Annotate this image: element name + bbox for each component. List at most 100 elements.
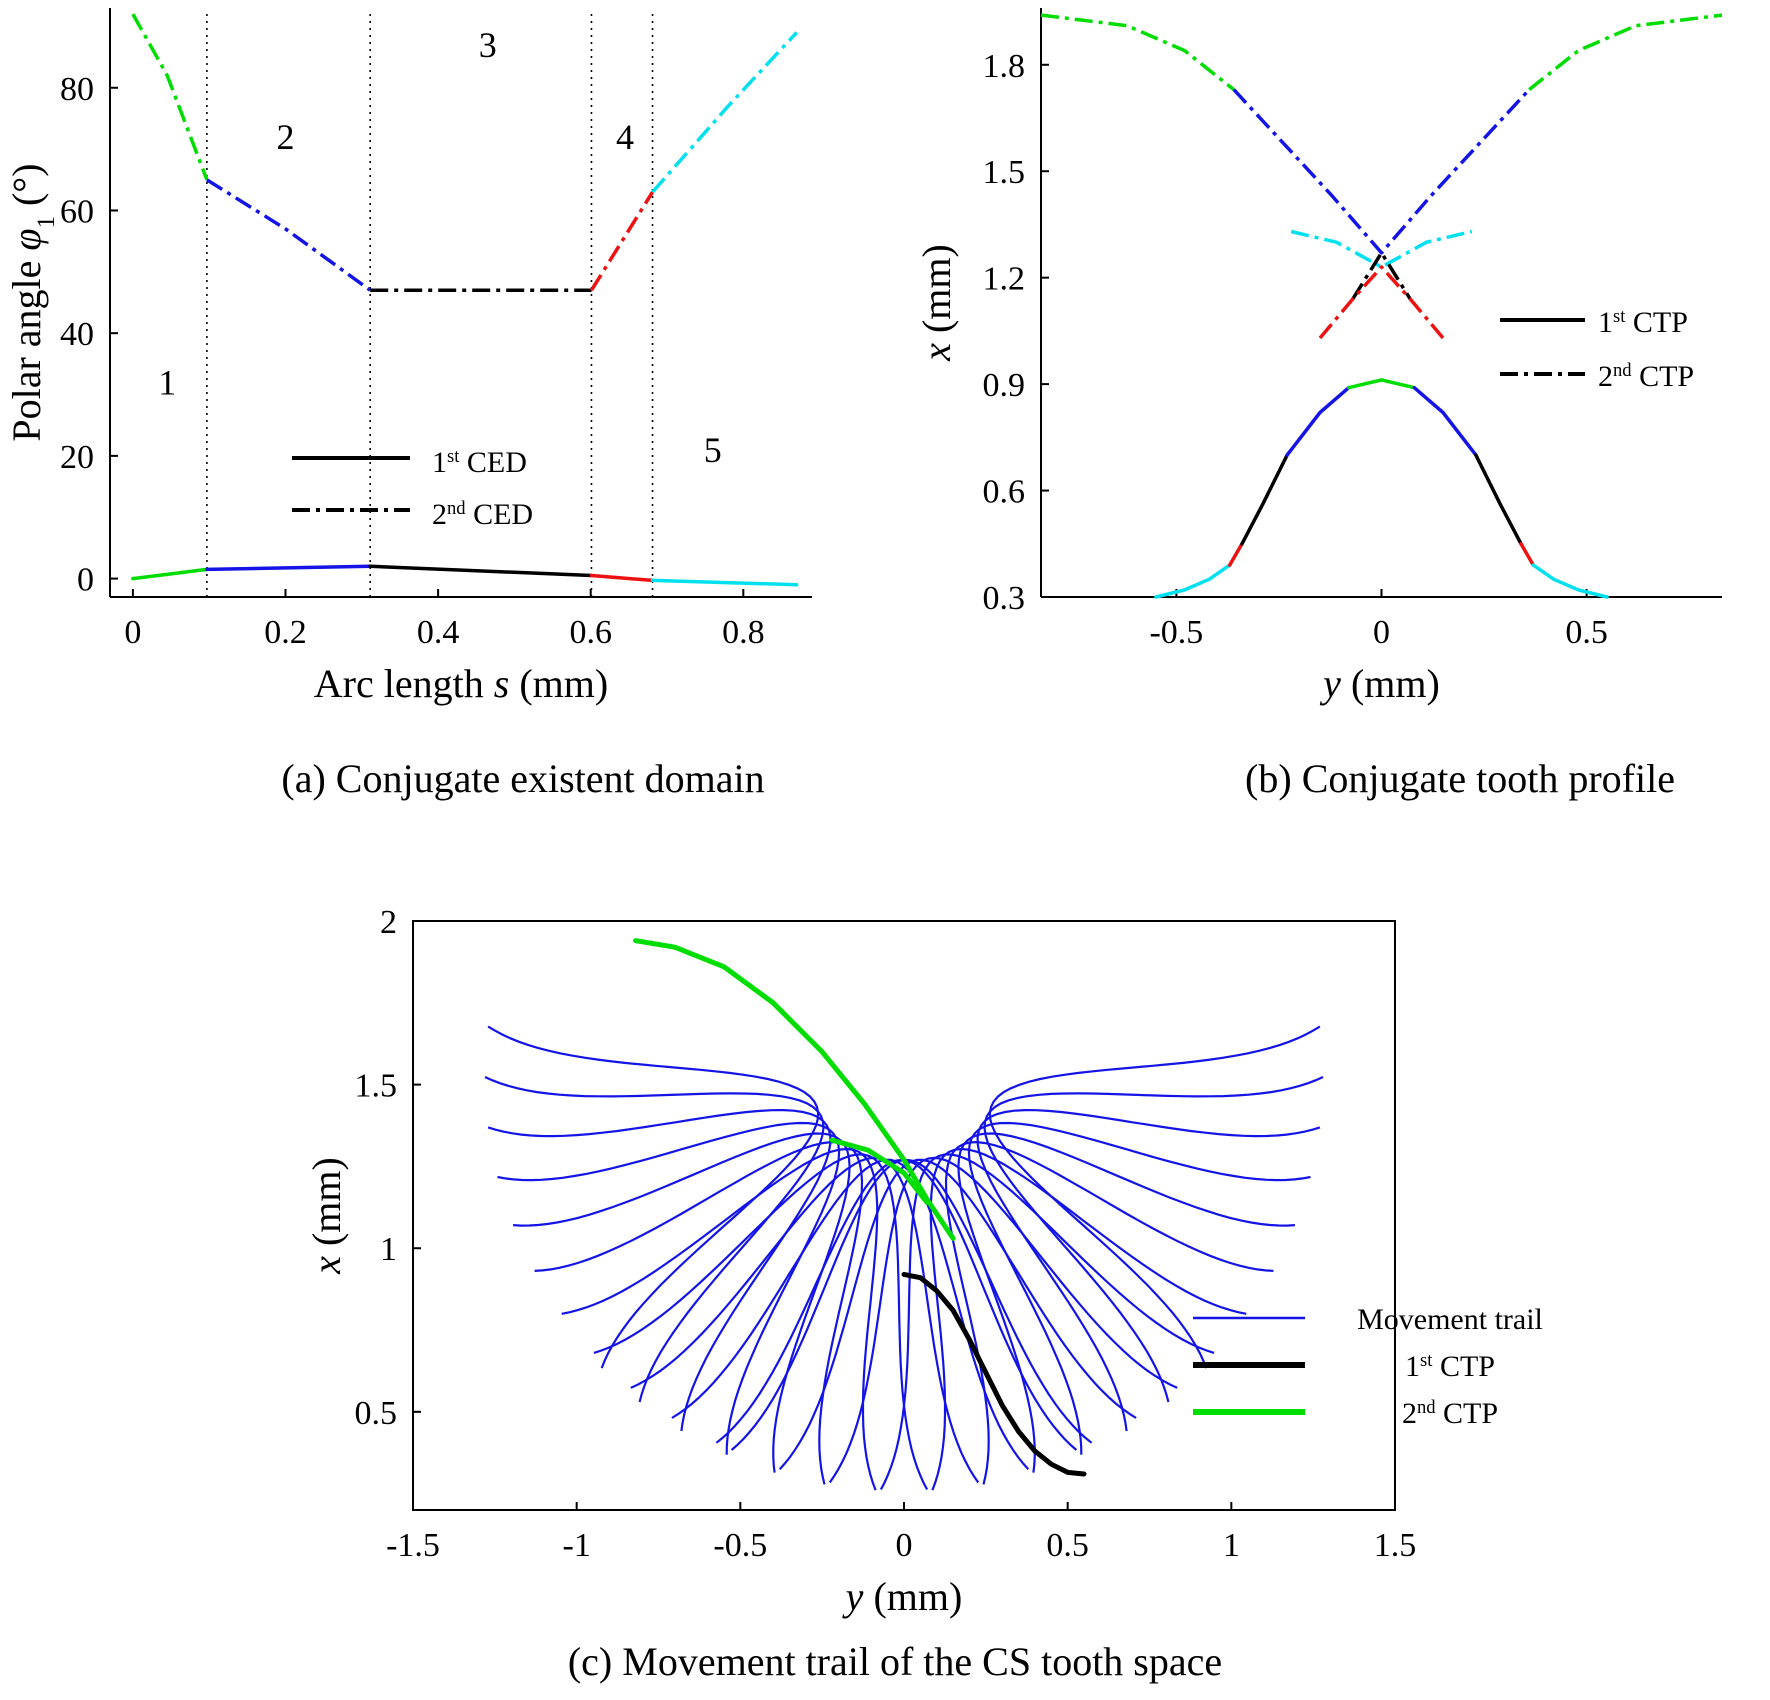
x-tick-label: 0 (124, 614, 141, 651)
y-axis-label: x (mm) (304, 1157, 349, 1275)
x-tick-label: -0.5 (1149, 614, 1203, 651)
series-line (205, 178, 372, 292)
series-line (1528, 13, 1723, 91)
series-line (368, 564, 594, 578)
series-line (1232, 88, 1531, 255)
series-line (1519, 542, 1536, 567)
y-tick-label: 1.8 (983, 48, 1026, 85)
series-line (633, 938, 956, 1241)
x-tick-label: 0.5 (1046, 1527, 1089, 1564)
x-tick-label: 0.8 (722, 614, 765, 651)
series-line (1318, 265, 1445, 340)
series-line (650, 578, 799, 587)
series-line (590, 191, 654, 292)
x-tick-label: 0.5 (1565, 614, 1608, 651)
movement-trail (497, 1121, 841, 1455)
y-tick-label: 1.5 (355, 1068, 398, 1105)
y-tick-label: 0.5 (355, 1395, 398, 1432)
movement-trail (988, 1025, 1321, 1369)
legend-label: 1st CED (432, 446, 527, 480)
series-line (901, 1271, 1087, 1477)
x-tick-label: -0.5 (713, 1527, 767, 1564)
chart-caption: (c) Movement trail of the CS tooth space (568, 1639, 1222, 1684)
series-line (1531, 563, 1609, 599)
x-tick-label: -1 (563, 1527, 591, 1564)
x-axis-label: y (mm) (1319, 661, 1440, 706)
movement-trail (513, 1132, 851, 1473)
x-tick-label: 0.2 (264, 614, 307, 651)
series-line (205, 564, 372, 572)
y-tick-label: 1 (380, 1231, 397, 1268)
region-label: 3 (479, 25, 497, 65)
movement-trail (976, 1108, 1321, 1432)
legend-label: 1st CTP (1405, 1350, 1495, 1384)
region-label: 2 (277, 117, 295, 157)
chart-caption: (a) Conjugate existent domain (281, 756, 764, 801)
y-axis-label: x (mm) (914, 244, 959, 362)
movement-trail (957, 1132, 1295, 1473)
chart-c: -1.5 -1 -0.5 0 0.5 1 1.5 0.5 1 1.5 2 y (mm) x (mm) Mo… (304, 904, 1543, 1684)
movement-trail (929, 1147, 1247, 1491)
movement-trail (561, 1147, 879, 1491)
series-line (1351, 251, 1412, 300)
x-tick-label: 1.5 (1374, 1527, 1417, 1564)
region-label: 5 (704, 430, 722, 470)
movement-trail (593, 1153, 929, 1491)
legend-label: Movement trail (1357, 1303, 1543, 1336)
series-line (1154, 563, 1232, 599)
y-tick-label: 80 (60, 71, 94, 108)
series-line (651, 31, 798, 194)
y-tick-label: 60 (60, 193, 94, 230)
chart-caption: (b) Conjugate tooth profile (1245, 756, 1675, 801)
legend-label: 1st CTP (1598, 306, 1688, 340)
series-line (131, 567, 209, 581)
chart-a: 0 0.2 0.4 0.6 0.8 0 20 40 60 80 1 2 3 4 5 Arc length s … (4, 8, 812, 801)
x-axis-label: Arc length s (mm) (314, 661, 608, 706)
y-tick-label: 20 (60, 439, 94, 476)
series-line (1474, 453, 1523, 546)
x-tick-label: 1 (1223, 1527, 1240, 1564)
movement-trail (778, 1158, 1137, 1471)
y-tick-label: 0 (77, 562, 94, 599)
y-tick-label: 0.3 (983, 580, 1026, 617)
y-tick-label: 1.2 (983, 261, 1026, 298)
legend-label: 2nd CTP (1402, 1397, 1498, 1431)
movement-trail (671, 1158, 1030, 1471)
movement-trail (983, 1075, 1324, 1403)
x-tick-label: -1.5 (386, 1527, 440, 1564)
series-line (1285, 385, 1351, 457)
chart-b: -0.5 0 0.5 0.3 0.6 0.9 1.2 1.5 1.8 y (mm) x (mm) 1s… (914, 8, 1723, 801)
movement-trail (487, 1108, 832, 1432)
x-tick-label: 0.4 (417, 614, 460, 651)
legend-label: 2nd CTP (1598, 360, 1694, 394)
movement-trail (487, 1025, 820, 1369)
movement-trail (967, 1121, 1311, 1455)
x-axis-label: y (mm) (842, 1574, 963, 1619)
y-tick-label: 2 (380, 904, 397, 941)
x-tick-label: 0 (1373, 614, 1390, 651)
y-tick-label: 0.9 (983, 367, 1026, 404)
y-axis-label: Polar angle φ1 (°) (4, 163, 60, 441)
series-line (1240, 453, 1289, 546)
movement-trail (484, 1075, 825, 1403)
x-tick-label: 0.6 (569, 614, 612, 651)
movement-trail (828, 1156, 1178, 1484)
series-line (1290, 229, 1473, 269)
series-line (589, 573, 655, 583)
y-tick-label: 40 (60, 316, 94, 353)
movement-trail (879, 1153, 1215, 1491)
legend-label: 2nd CED (432, 498, 533, 532)
series-line (829, 1137, 930, 1205)
region-label: 1 (158, 363, 176, 403)
series-line (131, 13, 209, 181)
y-tick-label: 0.6 (983, 474, 1026, 511)
plot-frame (412, 920, 1396, 1511)
series-line (1040, 13, 1235, 91)
series-line (1346, 378, 1417, 390)
region-label: 4 (616, 117, 634, 157)
y-tick-label: 1.5 (983, 154, 1026, 191)
movement-trail (944, 1140, 1274, 1485)
series-line (1227, 542, 1244, 567)
series-line (1412, 385, 1478, 457)
